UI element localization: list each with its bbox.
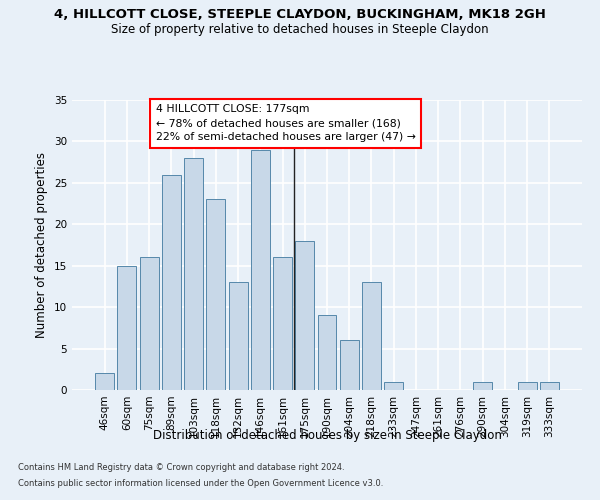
Bar <box>518 382 536 390</box>
Bar <box>184 158 203 390</box>
Text: Size of property relative to detached houses in Steeple Claydon: Size of property relative to detached ho… <box>111 22 489 36</box>
Bar <box>206 200 225 390</box>
Bar <box>540 382 559 390</box>
Bar <box>118 266 136 390</box>
Bar <box>295 241 314 390</box>
Bar <box>162 174 181 390</box>
Text: Contains public sector information licensed under the Open Government Licence v3: Contains public sector information licen… <box>18 478 383 488</box>
Bar <box>229 282 248 390</box>
Bar <box>362 282 381 390</box>
Bar <box>95 374 114 390</box>
Bar <box>251 150 270 390</box>
Text: Contains HM Land Registry data © Crown copyright and database right 2024.: Contains HM Land Registry data © Crown c… <box>18 464 344 472</box>
Bar <box>340 340 359 390</box>
Bar <box>473 382 492 390</box>
Text: Distribution of detached houses by size in Steeple Claydon: Distribution of detached houses by size … <box>152 428 502 442</box>
Text: 4, HILLCOTT CLOSE, STEEPLE CLAYDON, BUCKINGHAM, MK18 2GH: 4, HILLCOTT CLOSE, STEEPLE CLAYDON, BUCK… <box>54 8 546 20</box>
Bar <box>317 316 337 390</box>
Bar <box>384 382 403 390</box>
Bar <box>273 258 292 390</box>
Y-axis label: Number of detached properties: Number of detached properties <box>35 152 49 338</box>
Bar <box>140 258 158 390</box>
Text: 4 HILLCOTT CLOSE: 177sqm
← 78% of detached houses are smaller (168)
22% of semi-: 4 HILLCOTT CLOSE: 177sqm ← 78% of detach… <box>156 104 416 142</box>
